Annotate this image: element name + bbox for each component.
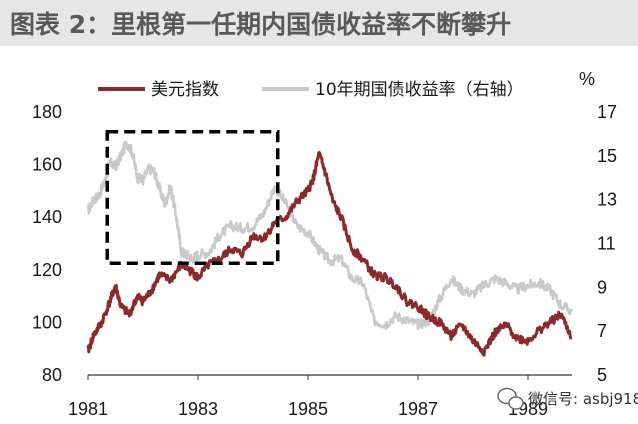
plot-area bbox=[86, 140, 574, 357]
series-line-usd bbox=[86, 150, 573, 357]
x-tick-label: 1985 bbox=[288, 399, 328, 419]
legend-label-yield: 10年期国债收益率（右轴） bbox=[315, 80, 524, 100]
y-tick-label: 100 bbox=[32, 312, 62, 332]
watermark: 微信号: asbj918 bbox=[497, 387, 638, 410]
legend-label-usd: 美元指数 bbox=[151, 80, 219, 100]
y-tick-label: 160 bbox=[32, 155, 62, 175]
y2-tick-label: 15 bbox=[597, 146, 617, 166]
y2-tick-label: 5 bbox=[597, 365, 607, 385]
watermark-text: 微信号: asbj918 bbox=[528, 390, 638, 408]
highlight-box bbox=[105, 129, 280, 265]
y2-tick-label: 17 bbox=[597, 102, 617, 122]
y-tick-label: 180 bbox=[32, 102, 62, 122]
y2-tick-label: 13 bbox=[597, 190, 617, 210]
highlight-box-layer bbox=[105, 129, 280, 265]
y-tick-label: 140 bbox=[32, 207, 62, 227]
y-tick-label: 80 bbox=[42, 365, 62, 385]
y2-tick-label: 11 bbox=[597, 234, 616, 254]
series-line-yield bbox=[86, 140, 574, 331]
chart-title: 图表 2：里根第一任期内国债收益率不断攀升 bbox=[10, 10, 511, 39]
x-tick-label: 1983 bbox=[178, 399, 218, 419]
x-tick-label: 1981 bbox=[68, 399, 108, 419]
y-tick-label: 120 bbox=[32, 260, 62, 280]
legend: 美元指数 10年期国债收益率（右轴） bbox=[98, 80, 524, 100]
axes: 1981 1983 1985 1987 198980100120140160180579… bbox=[32, 69, 617, 419]
x-tick-label: 1987 bbox=[398, 399, 438, 419]
wechat-icon bbox=[497, 387, 524, 410]
title-banner bbox=[0, 0, 638, 46]
y2-unit-label: % bbox=[579, 69, 595, 89]
y2-tick-label: 9 bbox=[597, 277, 607, 297]
y2-tick-label: 7 bbox=[597, 321, 607, 341]
